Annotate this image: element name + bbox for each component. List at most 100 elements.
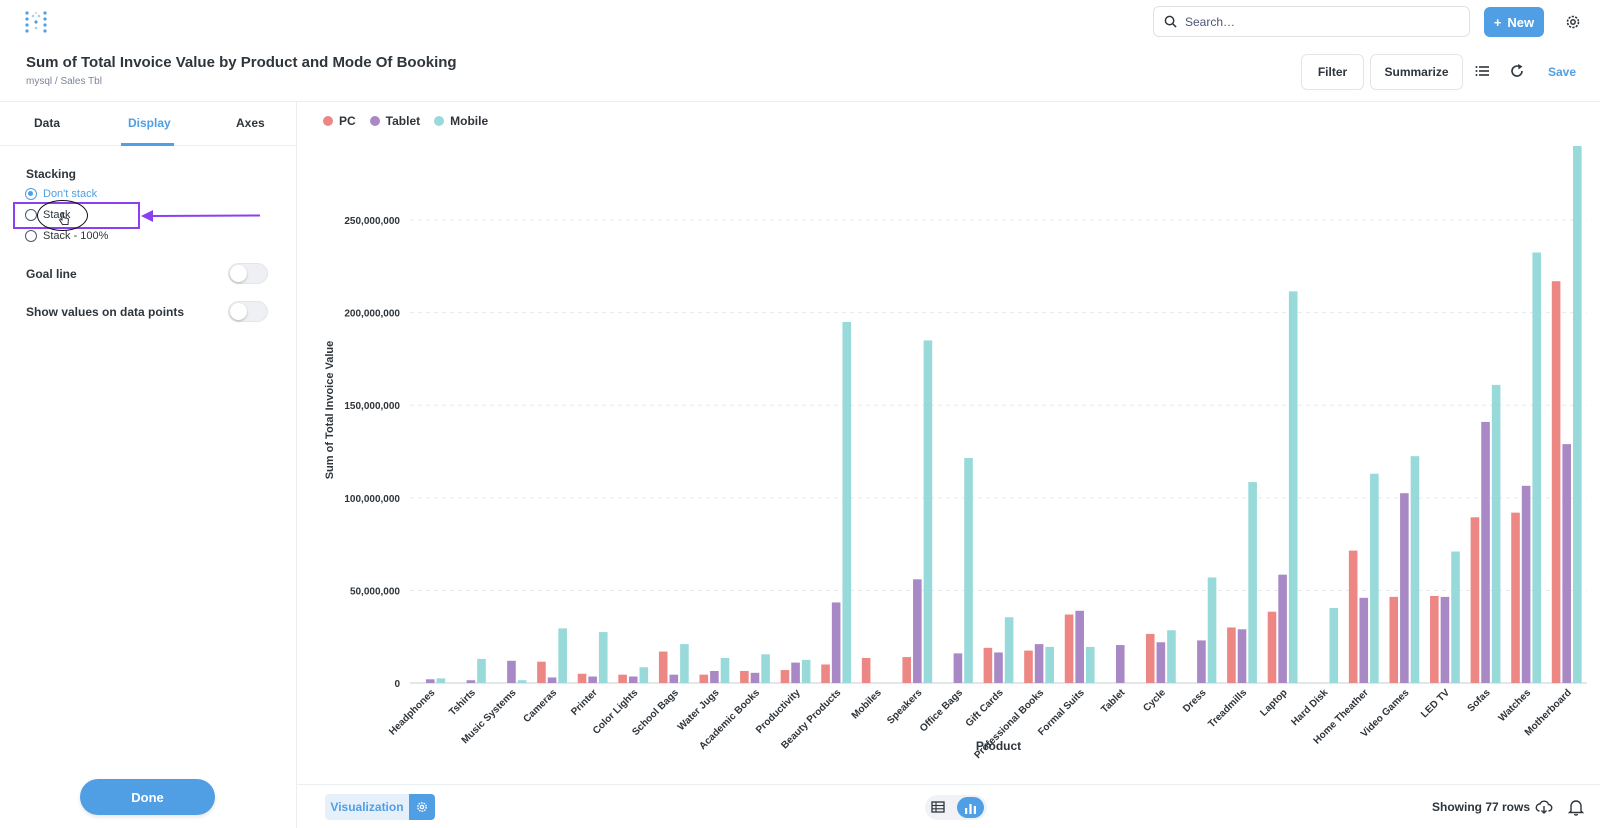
goal-line-toggle[interactable] (228, 263, 268, 284)
radio-checked[interactable] (25, 188, 37, 200)
bar (953, 653, 963, 683)
radio-unchecked[interactable] (25, 230, 37, 242)
bar (740, 670, 749, 683)
x-tick-label: Dress (1181, 687, 1209, 715)
y-tick-label: 0 (394, 679, 400, 690)
table-icon[interactable] (931, 800, 945, 814)
x-tick-label: Sofas (1466, 687, 1493, 714)
bar-chart-icon (965, 803, 976, 814)
bar (1440, 596, 1450, 683)
bar (618, 674, 627, 683)
bar (639, 667, 649, 683)
legend-label: Tablet (385, 114, 421, 128)
x-tick-label: LED TV (1419, 687, 1452, 720)
goal-line-label: Goal line (26, 267, 77, 281)
header-divider (0, 101, 1600, 102)
x-tick-label: Laptop (1258, 687, 1289, 718)
plus-icon: + (1493, 14, 1502, 30)
summarize-button[interactable]: Summarize (1370, 54, 1463, 90)
bar (1551, 281, 1561, 683)
bar (791, 662, 800, 683)
x-tick-label: Printer (569, 687, 600, 718)
bar (1288, 291, 1298, 683)
bar (1156, 642, 1166, 683)
show-values-toggle[interactable] (228, 301, 268, 322)
bell-icon[interactable] (1567, 798, 1585, 816)
stacking-option-stack-100[interactable]: Stack - 100% (25, 228, 108, 244)
tab-data[interactable]: Data (34, 116, 61, 130)
tab-display[interactable]: Display (128, 116, 171, 130)
bar (1024, 650, 1033, 683)
bar (477, 658, 486, 683)
radio-unchecked[interactable] (25, 209, 37, 221)
bar (1562, 444, 1572, 683)
sidebar-tabs: Data Display Axes (0, 102, 296, 146)
bar (558, 628, 567, 683)
chart-view-button[interactable] (957, 797, 984, 818)
stacking-option-dont-stack[interactable]: Don't stack (25, 186, 97, 202)
bar (761, 654, 770, 683)
search-box[interactable] (1153, 6, 1470, 37)
bar (913, 579, 922, 683)
bar (1248, 482, 1257, 683)
bar (466, 680, 476, 683)
x-tick-label: Speakers (885, 687, 925, 727)
show-values-label: Show values on data points (26, 305, 185, 319)
gear-icon (417, 802, 427, 812)
new-button-label: New (1507, 14, 1535, 30)
filter-button[interactable]: Filter (1301, 54, 1364, 90)
refresh-icon[interactable] (1508, 62, 1526, 80)
tab-axes[interactable]: Axes (236, 116, 265, 130)
bar (1359, 597, 1369, 683)
x-tick-label: Gift Cards (964, 687, 1006, 729)
bar (902, 657, 912, 683)
bar (861, 658, 871, 683)
done-button[interactable]: Done (80, 779, 215, 815)
search-input[interactable] (1185, 14, 1445, 29)
bar (1389, 596, 1399, 683)
bar (1075, 610, 1084, 683)
bar (780, 670, 790, 683)
bar (1329, 608, 1339, 683)
save-button[interactable]: Save (1548, 65, 1577, 79)
bar (1481, 421, 1490, 683)
bar (628, 676, 638, 683)
list-icon[interactable] (1474, 62, 1492, 80)
bar (588, 676, 597, 683)
bar (1004, 617, 1014, 683)
x-tick-label: Cycle (1141, 687, 1168, 714)
bar (1145, 633, 1155, 683)
x-tick-label: Watches (1497, 687, 1534, 724)
bar (831, 602, 841, 683)
bar (436, 678, 446, 683)
bar (750, 672, 760, 683)
bar (680, 644, 689, 683)
page-title: Sum of Total Invoice Value by Product an… (26, 54, 457, 71)
legend-item-mobile[interactable]: Mobile (434, 114, 488, 128)
y-axis-title: Sum of Total Invoice Value (324, 341, 336, 480)
new-button[interactable]: + New (1484, 7, 1544, 37)
bar (1197, 640, 1206, 683)
legend-label: Mobile (450, 114, 489, 128)
x-tick-label: Hard Disk (1290, 687, 1331, 728)
x-tick-label: Mobiles (850, 687, 884, 721)
bar-chart: 0 50,000,000 100,000,000 150,000,000 200,000… (324, 146, 1587, 761)
stacking-option-label: Stack - 100% (43, 230, 109, 242)
bar (1451, 551, 1460, 683)
metabase-logo-icon[interactable] (24, 10, 48, 34)
breadcrumb[interactable]: mysql / Sales Tbl (26, 76, 102, 87)
stacking-label: Stacking (26, 167, 77, 181)
gear-icon[interactable] (1563, 12, 1583, 32)
bar (983, 647, 993, 683)
bar (1400, 493, 1409, 683)
view-toggle[interactable] (925, 795, 987, 820)
bar (517, 680, 527, 683)
active-tab-indicator (121, 143, 174, 146)
download-icon[interactable] (1535, 798, 1553, 816)
legend-item-tablet[interactable]: Tablet (369, 114, 421, 128)
bar (1115, 645, 1125, 683)
stacking-option-label: Don't stack (43, 188, 98, 200)
visualization-button[interactable]: Visualization (325, 794, 409, 820)
legend-item-pc[interactable]: PC (323, 114, 356, 128)
visualization-settings-button[interactable] (409, 794, 435, 820)
